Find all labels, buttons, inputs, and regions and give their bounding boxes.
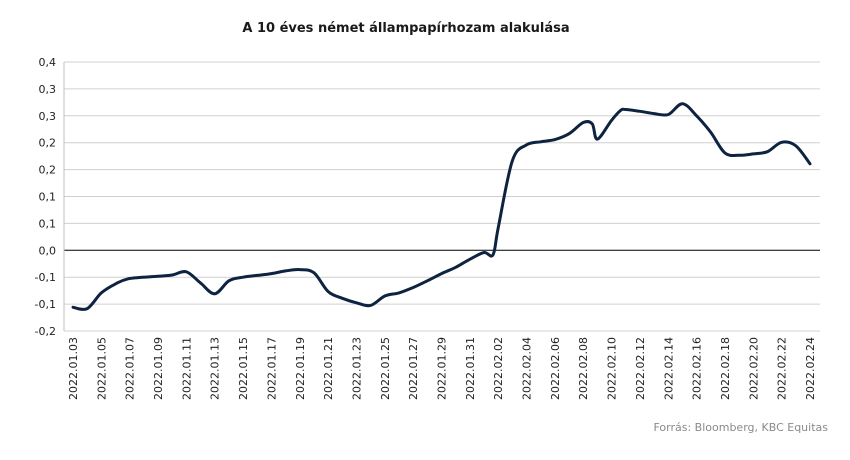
x-tick-label: 2022.01.23 (350, 337, 363, 400)
x-tick-label: 2022.02.14 (662, 337, 675, 400)
x-tick-label: 2022.02.04 (521, 337, 534, 400)
x-tick-label: 2022.01.15 (237, 337, 250, 400)
x-tick-label: 2022.01.27 (407, 337, 420, 400)
x-tick-label: 2022.02.22 (776, 337, 789, 400)
y-tick-label: -0,1 (35, 271, 56, 284)
y-tick-label: 0,3 (39, 83, 57, 96)
x-tick-label: 2022.01.13 (209, 337, 222, 400)
x-tick-label: 2022.02.24 (804, 337, 817, 400)
x-tick-label: 2022.02.18 (719, 337, 732, 400)
x-tick-label: 2022.01.07 (124, 337, 137, 400)
x-tick-label: 2022.02.12 (634, 337, 647, 400)
y-tick-label: 0,1 (39, 191, 57, 204)
x-tick-label: 2022.02.16 (691, 337, 704, 400)
x-tick-label: 2022.01.19 (294, 337, 307, 400)
x-tick-label: 2022.02.20 (747, 337, 760, 400)
y-tick-label: 0,4 (39, 56, 57, 69)
grid-lines (64, 61, 820, 332)
x-tick-label: 2022.01.09 (152, 337, 165, 400)
x-tick-label: 2022.01.11 (180, 337, 193, 400)
x-tick-label: 2022.01.29 (436, 337, 449, 400)
x-tick-label: 2022.02.10 (606, 337, 619, 400)
x-tick-label: 2022.01.05 (95, 337, 108, 400)
source-note: Forrás: Bloomberg, KBC Equitas (653, 421, 828, 434)
x-tick-label: 2022.01.03 (67, 337, 80, 400)
x-tick-label: 2022.02.08 (577, 337, 590, 400)
y-axis: -0,2 -0,1 -0,1 0,0 0,1 0,1 0,2 0,2 0,3 0,3 0,4 (35, 56, 65, 338)
y-tick-label: 0,2 (39, 164, 57, 177)
x-tick-label: 2022.01.17 (265, 337, 278, 400)
x-tick-label: 2022.01.31 (464, 337, 477, 400)
series-line (71, 102, 812, 311)
x-axis: 2022.01.03 2022.01.05 2022.01.07 2022.01.09… (67, 337, 817, 400)
y-tick-label: -0,2 (35, 325, 56, 338)
y-tick-label: 0,2 (39, 137, 57, 150)
y-tick-label: 0,1 (39, 217, 57, 230)
x-tick-label: 2022.02.06 (549, 337, 562, 400)
y-tick-label: 0,0 (39, 244, 57, 257)
y-tick-label: 0,3 (39, 110, 57, 123)
chart-title: A 10 éves német állampapírhozam alakulás… (242, 21, 569, 36)
y-tick-label: -0,1 (35, 298, 56, 311)
x-tick-label: 2022.02.02 (492, 337, 505, 400)
x-tick-label: 2022.01.25 (379, 337, 392, 400)
x-tick-label: 2022.01.21 (322, 337, 335, 400)
series-group (71, 102, 812, 311)
